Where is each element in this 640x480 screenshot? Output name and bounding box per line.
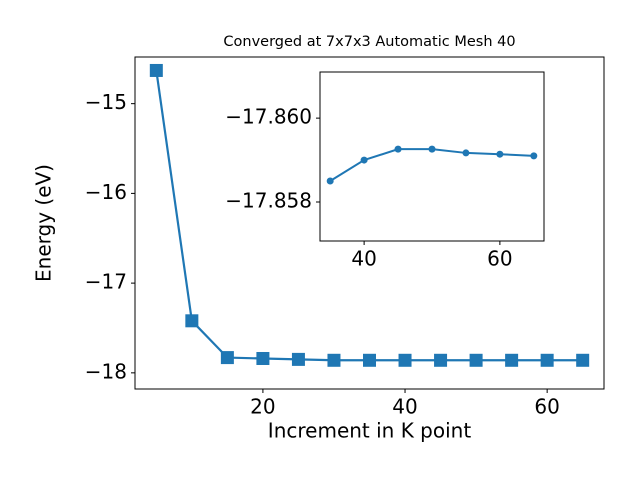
marker: [469, 353, 483, 367]
axes-frame: [319, 71, 545, 242]
y-tick-label: −16: [85, 180, 127, 204]
marker: [576, 353, 590, 367]
marker: [428, 145, 436, 153]
marker: [434, 353, 448, 367]
marker: [363, 353, 376, 367]
marker: [505, 353, 519, 367]
marker: [326, 177, 334, 185]
marker: [185, 314, 199, 328]
x-tick-label: 60: [534, 395, 559, 419]
y-tick-label: −15: [85, 90, 127, 114]
marker: [462, 149, 470, 157]
y-tick-label: −17.860: [225, 105, 312, 129]
marker: [256, 351, 270, 365]
x-tick-label: 20: [250, 395, 275, 419]
y-tick-label: −17.858: [225, 189, 312, 213]
marker: [398, 353, 412, 367]
marker: [530, 152, 538, 160]
y-axis-label: Energy (eV): [32, 164, 56, 282]
x-tick-label: 40: [392, 395, 417, 419]
x-axis-label: Increment in K point: [268, 419, 472, 443]
x-tick-label: 60: [487, 247, 512, 271]
marker: [394, 145, 402, 153]
marker: [149, 63, 163, 77]
marker: [220, 351, 234, 365]
y-tick-label: −17: [85, 270, 127, 294]
x-tick-label: 40: [351, 247, 376, 271]
y-tick-label: −18: [85, 359, 127, 383]
chart-title: Converged at 7x7x3 Automatic Mesh 40: [223, 34, 515, 50]
marker: [327, 353, 341, 367]
marker: [540, 353, 554, 367]
marker: [360, 156, 368, 164]
marker: [496, 150, 504, 158]
marker: [291, 352, 305, 366]
